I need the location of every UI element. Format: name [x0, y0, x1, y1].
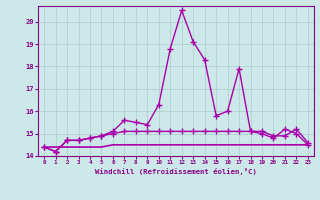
X-axis label: Windchill (Refroidissement éolien,°C): Windchill (Refroidissement éolien,°C) — [95, 168, 257, 175]
